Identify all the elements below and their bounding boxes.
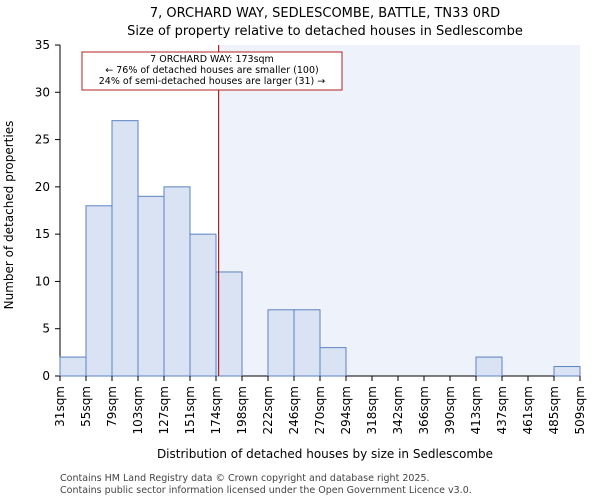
annotation-box — [81, 51, 343, 91]
x-tick-label: 31sqm — [53, 386, 67, 427]
x-tick-label: 222sqm — [261, 386, 275, 434]
plot-area: 0 5 10 15 20 25 30 35 31sqm 55sqm 79sqm 103sqm 127sq… — [35, 38, 587, 434]
x-tick-label: 55sqm — [79, 386, 93, 427]
x-tick-label: 103sqm — [131, 386, 145, 434]
histogram-bar — [137, 195, 165, 377]
x-tick-label: 127sqm — [157, 386, 171, 434]
x-tick-label: 342sqm — [391, 386, 405, 434]
x-tick-label: 198sqm — [235, 386, 249, 434]
y-tick-label: 10 — [35, 274, 50, 288]
histogram-bar — [85, 205, 113, 377]
x-tick-label: 437sqm — [495, 386, 509, 434]
x-tick-label: 246sqm — [287, 386, 301, 434]
histogram-bar — [553, 366, 581, 377]
annotation-line: 7 ORCHARD WAY: 173sqm — [150, 54, 274, 65]
histogram-bar — [475, 356, 503, 377]
x-tick-label: 509sqm — [573, 386, 587, 434]
histogram-bar — [293, 309, 321, 377]
y-tick-label: 15 — [35, 227, 50, 241]
x-tick-label: 366sqm — [417, 386, 431, 434]
histogram-bar — [59, 356, 87, 377]
x-tick-label: 294sqm — [339, 386, 353, 434]
y-tick-label: 30 — [35, 85, 50, 99]
x-tick-label: 79sqm — [105, 386, 119, 427]
histogram-bar — [163, 186, 191, 377]
y-tick-label: 0 — [42, 369, 50, 383]
footer-licence: Contains public sector information licen… — [60, 485, 472, 496]
x-tick-label: 413sqm — [469, 386, 483, 434]
x-tick-label: 461sqm — [521, 386, 535, 434]
y-tick-label: 35 — [35, 38, 50, 52]
chart-subtitle: Size of property relative to detached ho… — [127, 24, 523, 39]
x-tick-label: 270sqm — [313, 386, 327, 434]
x-tick-label: 485sqm — [547, 386, 561, 434]
footer-copyright: Contains HM Land Registry data © Crown c… — [60, 473, 430, 484]
annotation-line: ← 76% of detached houses are smaller (10… — [105, 65, 318, 76]
chart-title: 7, ORCHARD WAY, SEDLESCOMBE, BATTLE, TN3… — [150, 6, 500, 21]
x-tick-label: 318sqm — [365, 386, 379, 434]
x-axis-label: Distribution of detached houses by size … — [157, 447, 493, 461]
histogram-bar — [267, 309, 295, 377]
y-axis-label: Number of detached properties — [2, 121, 16, 310]
histogram-bar — [189, 233, 217, 377]
x-tick-label: 174sqm — [209, 386, 223, 434]
x-tick-label: 390sqm — [443, 386, 457, 434]
y-tick-label: 20 — [35, 180, 50, 194]
histogram-bar — [111, 120, 139, 377]
annotation-line: 24% of semi-detached houses are larger (… — [99, 76, 326, 87]
x-tick-label: 151sqm — [183, 386, 197, 434]
histogram-bar — [319, 347, 347, 377]
y-tick-label: 5 — [42, 322, 50, 336]
histogram-bar — [215, 271, 243, 377]
y-tick-label: 25 — [35, 133, 50, 147]
